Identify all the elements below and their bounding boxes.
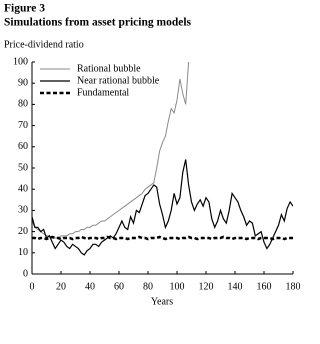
legend-label: Rational bubble bbox=[77, 63, 141, 74]
y-tick-label: 20 bbox=[18, 226, 28, 237]
x-tick-label: 140 bbox=[228, 281, 243, 292]
legend-label: Fundamental bbox=[77, 87, 129, 98]
y-axis-label: Price-dividend ratio bbox=[4, 39, 84, 50]
y-tick-label: 90 bbox=[18, 77, 28, 88]
x-tick-label: 60 bbox=[114, 281, 124, 292]
y-tick-label: 50 bbox=[18, 162, 28, 173]
x-tick-label: 160 bbox=[257, 281, 272, 292]
y-tick-label: 0 bbox=[23, 268, 28, 279]
x-tick-label: 40 bbox=[85, 281, 95, 292]
plot-area bbox=[32, 62, 293, 256]
data-line bbox=[32, 159, 293, 256]
x-tick-label: 20 bbox=[56, 281, 66, 292]
chart: Figure 3 Simulations from asset pricing … bbox=[4, 3, 301, 308]
y-tick-label: 10 bbox=[18, 247, 28, 258]
x-axis-label: Years bbox=[151, 296, 173, 307]
y-tick-label: 100 bbox=[13, 56, 28, 67]
chart-title: Figure 3 bbox=[4, 3, 45, 15]
x-tick-label: 0 bbox=[30, 281, 35, 292]
y-tick-label: 80 bbox=[18, 99, 28, 110]
y-tick-label: 70 bbox=[18, 120, 28, 131]
x-tick-label: 80 bbox=[143, 281, 153, 292]
y-tick-label: 60 bbox=[18, 141, 28, 152]
data-line bbox=[32, 235, 293, 241]
x-tick-label: 120 bbox=[199, 281, 214, 292]
x-tick-label: 180 bbox=[286, 281, 301, 292]
x-tick-label: 100 bbox=[170, 281, 185, 292]
legend-label: Near rational bubble bbox=[77, 75, 160, 86]
y-tick-label: 30 bbox=[18, 205, 28, 216]
y-tick-label: 40 bbox=[18, 183, 28, 194]
chart-subtitle: Simulations from asset pricing models bbox=[4, 17, 192, 29]
